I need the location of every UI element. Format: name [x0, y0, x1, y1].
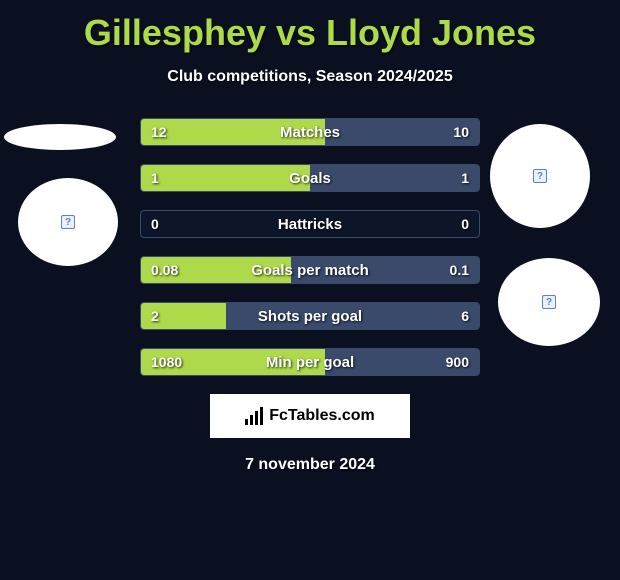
subtitle: Club competitions, Season 2024/2025	[0, 68, 620, 86]
stat-label: Min per goal	[141, 349, 479, 375]
stat-label: Hattricks	[141, 211, 479, 237]
date-label: 7 november 2024	[0, 456, 620, 474]
stat-label: Goals	[141, 165, 479, 191]
stat-row: 1080Min per goal900	[140, 348, 480, 376]
player-left-avatar-placeholder: ?	[18, 178, 118, 266]
stat-label: Shots per goal	[141, 303, 479, 329]
brand-badge: FcTables.com	[210, 394, 410, 438]
unknown-icon: ?	[61, 215, 75, 229]
brand-text: FcTables.com	[269, 407, 375, 425]
player-right-crest-placeholder: ?	[490, 124, 590, 228]
stat-value-right: 6	[461, 303, 469, 329]
stat-row: 2Shots per goal6	[140, 302, 480, 330]
stat-row: 1Goals1	[140, 164, 480, 192]
stat-value-right: 1	[461, 165, 469, 191]
page-title: Gillesphey vs Lloyd Jones	[0, 0, 620, 54]
stat-label: Matches	[141, 119, 479, 145]
comparison-chart: 12Matches101Goals10Hattricks00.08Goals p…	[140, 118, 480, 376]
brand-bars-icon	[245, 407, 263, 425]
stat-row: 12Matches10	[140, 118, 480, 146]
stat-row: 0Hattricks0	[140, 210, 480, 238]
stat-value-right: 900	[446, 349, 469, 375]
stat-row: 0.08Goals per match0.1	[140, 256, 480, 284]
unknown-icon: ?	[533, 169, 547, 183]
player-left-crest-placeholder	[4, 124, 116, 150]
stat-value-right: 0	[461, 211, 469, 237]
stat-value-right: 10	[453, 119, 469, 145]
unknown-icon: ?	[542, 295, 556, 309]
player-right-avatar-placeholder: ?	[498, 258, 600, 346]
stat-value-right: 0.1	[450, 257, 469, 283]
stat-label: Goals per match	[141, 257, 479, 283]
